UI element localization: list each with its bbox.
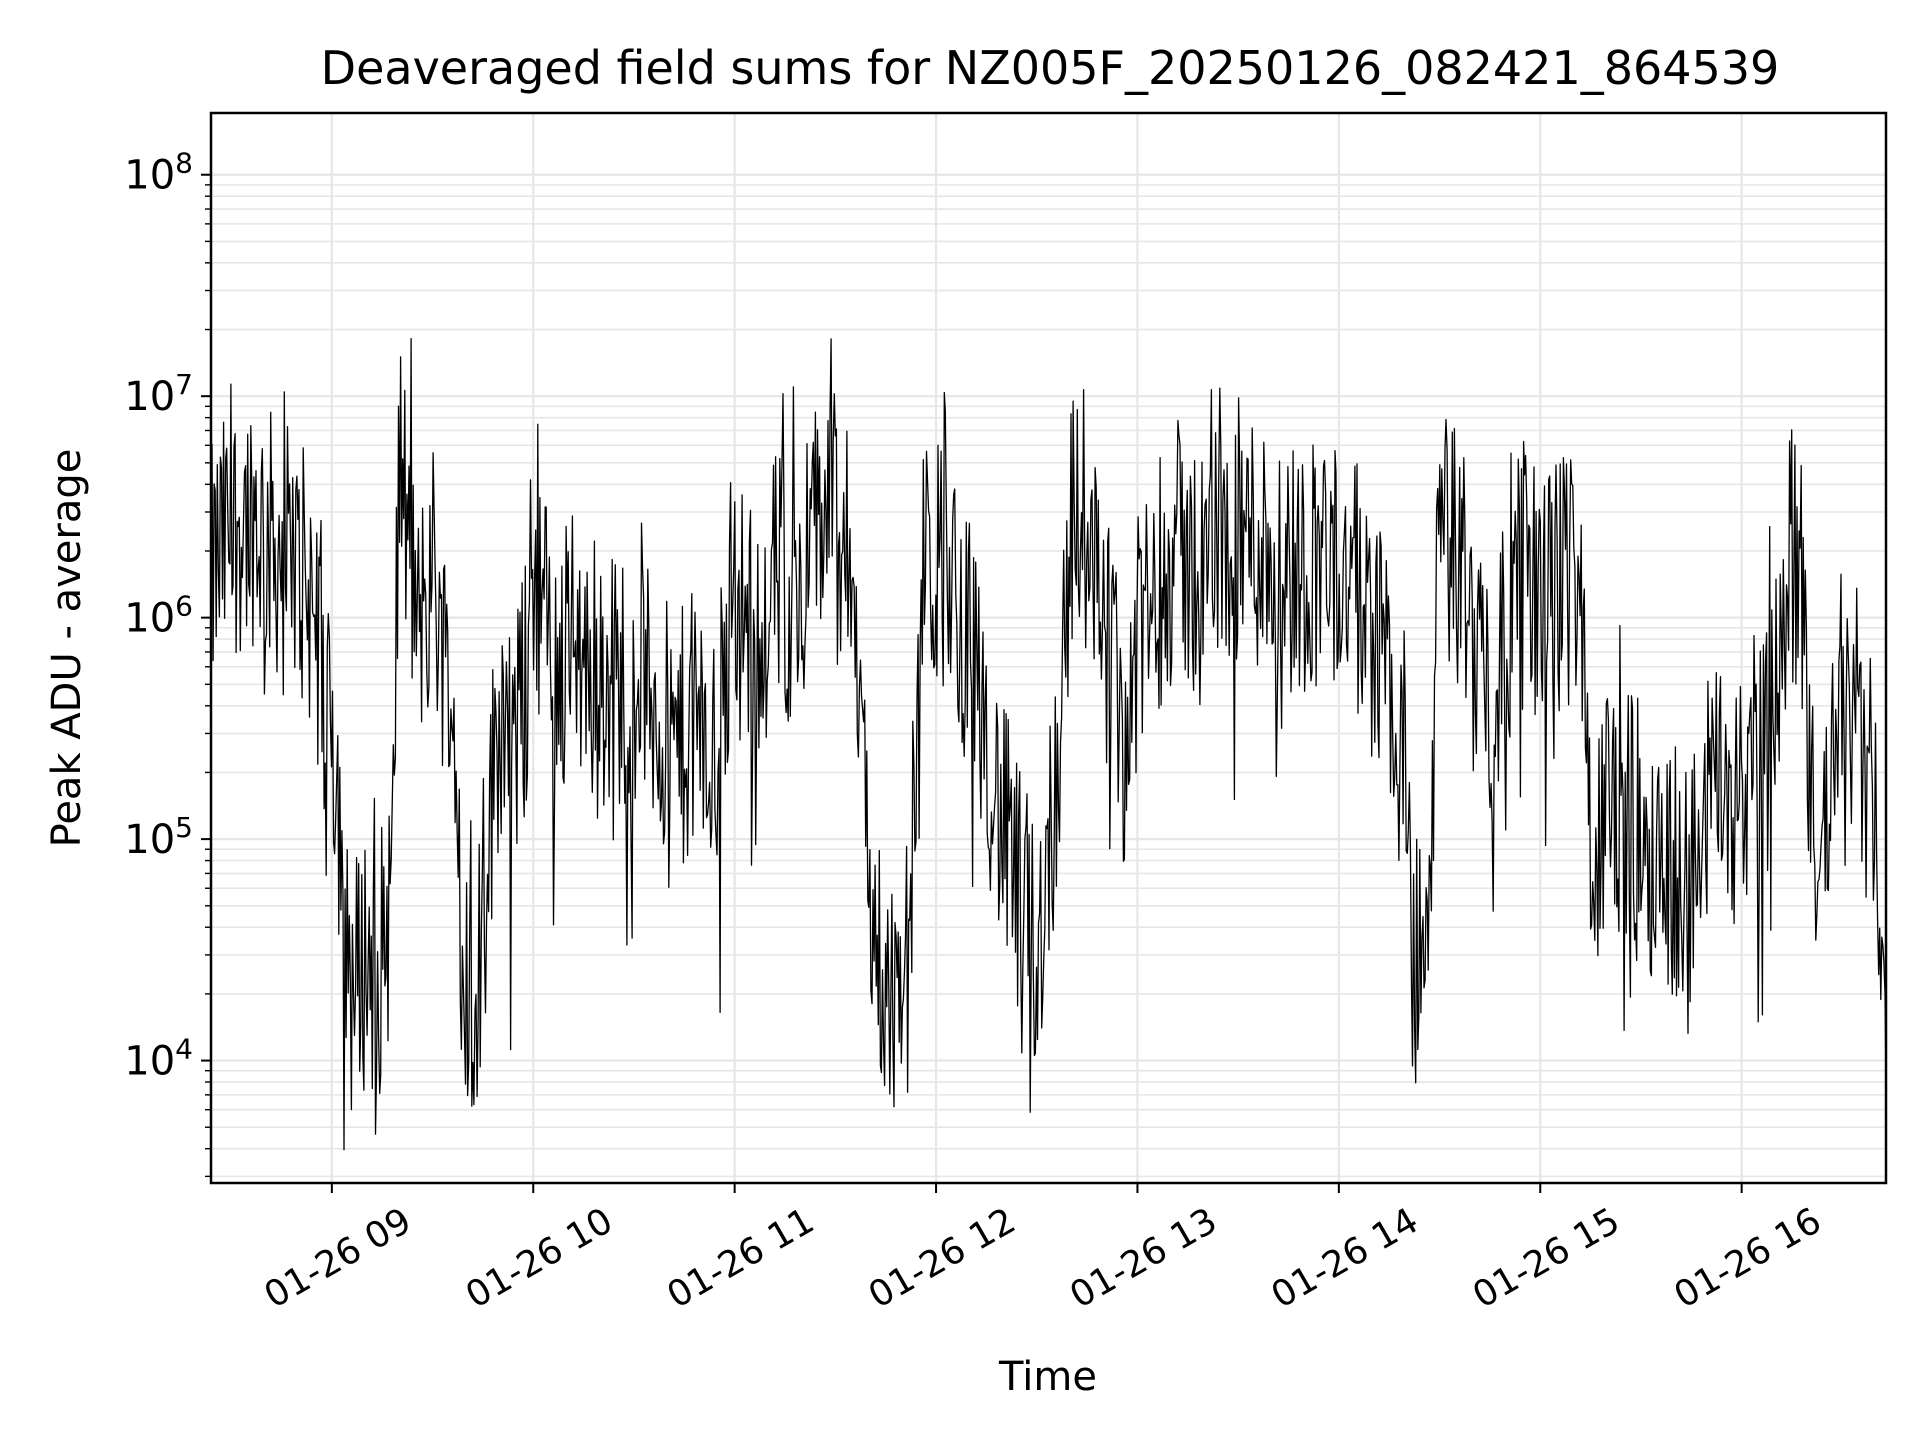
y-tick-label: 107 bbox=[124, 368, 193, 420]
chart-title: Deaveraged field sums for NZ005F_2025012… bbox=[321, 41, 1780, 95]
series-layer bbox=[210, 338, 1887, 1151]
y-tick-label: 106 bbox=[124, 590, 193, 642]
x-axis-label: Time bbox=[998, 1354, 1097, 1400]
series-line bbox=[210, 338, 1887, 1151]
y-tick-label: 108 bbox=[124, 147, 193, 199]
y-tick-label: 105 bbox=[124, 811, 193, 863]
plot-area-frame bbox=[209, 111, 1888, 1185]
y-axis-label: Peak ADU - average bbox=[44, 449, 90, 848]
y-tick-label: 104 bbox=[124, 1033, 193, 1085]
